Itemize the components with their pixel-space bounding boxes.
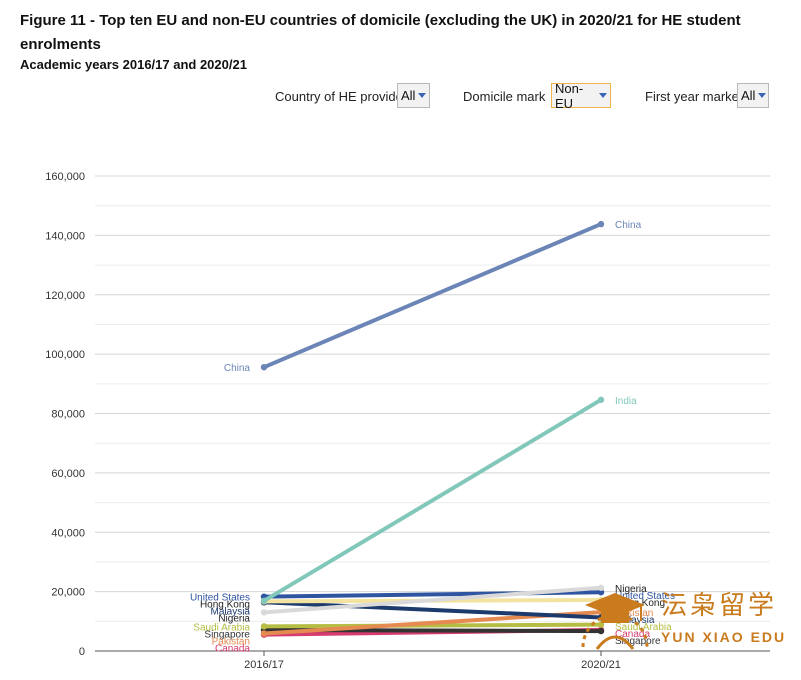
y-tick-label: 160,000 xyxy=(45,171,85,183)
watermark: 沄枭留学 YUN XIAO EDU xyxy=(575,585,795,655)
data-point-singapore[interactable] xyxy=(597,627,605,635)
filter-label-country-of-provider: Country of HE provider xyxy=(275,89,408,104)
data-point-saudi-arabia[interactable] xyxy=(260,623,268,630)
x-tick-label: 2020/21 xyxy=(581,659,621,671)
watermark-chinese-text: 沄枭留学 xyxy=(661,591,778,621)
y-axis: 0 20,000 40,000 60,000 80,000 100,000 120,000 1… xyxy=(45,171,85,658)
watermark-english-text: YUN XIAO EDU xyxy=(661,629,787,645)
series-end-label: United States xyxy=(615,591,675,602)
series-end-label: Canada xyxy=(215,643,250,654)
y-tick-label: 40,000 xyxy=(51,527,85,539)
series-line-india[interactable] xyxy=(262,397,603,603)
data-point-china[interactable] xyxy=(260,363,268,371)
filter-label-first-year-marker: First year marker xyxy=(645,89,744,104)
filter-value: All xyxy=(401,88,416,103)
filter-country-of-provider-select[interactable]: All xyxy=(397,83,430,108)
x-axis: 2016/17 2020/21 xyxy=(244,651,621,671)
data-point-nigeria[interactable] xyxy=(597,584,605,591)
series-end-label: Nigeria xyxy=(615,584,647,595)
chevron-down-icon xyxy=(758,93,767,98)
series-end-label: United States xyxy=(190,593,250,604)
series-end-label: Hong Kong xyxy=(200,600,250,611)
data-point-nigeria[interactable] xyxy=(260,609,268,616)
series-end-label: Saudi Arabia xyxy=(193,622,250,633)
filter-label-domicile-marker: Domicile marker xyxy=(463,89,545,104)
series-end-label: Singapore xyxy=(615,636,661,647)
series-line-china[interactable] xyxy=(262,222,603,370)
series-line-nigeria[interactable] xyxy=(262,585,603,615)
y-tick-label: 100,000 xyxy=(45,349,85,361)
chart-title: Figure 11 - Top ten EU and non-EU countr… xyxy=(20,12,741,53)
y-tick-label: 120,000 xyxy=(45,290,85,302)
series-end-label: Malaysia xyxy=(211,607,251,618)
data-point-india[interactable] xyxy=(597,396,605,404)
y-tick-label: 0 xyxy=(79,646,85,658)
x-tick-label: 2016/17 xyxy=(244,659,284,671)
chevron-down-icon xyxy=(599,93,607,98)
graduation-cap-logo-icon xyxy=(581,593,649,650)
y-tick-label: 20,000 xyxy=(51,587,85,599)
filter-first-year-marker-select[interactable]: All xyxy=(737,83,769,108)
data-point-pakistan[interactable] xyxy=(260,630,268,637)
series-end-label: Pakistan xyxy=(615,608,653,619)
filter-value: All xyxy=(741,88,756,103)
y-tick-label: 80,000 xyxy=(51,409,85,421)
y-tick-label: 140,000 xyxy=(45,230,85,242)
series-end-label: India xyxy=(615,396,637,407)
series-end-label: Malaysia xyxy=(615,615,655,626)
series-end-label: Singapore xyxy=(204,629,250,640)
series-lines[interactable] xyxy=(260,220,605,638)
series-end-label: China xyxy=(615,220,642,231)
series-end-label: Pakistan xyxy=(212,636,250,647)
series-china[interactable] xyxy=(260,220,605,371)
series-india[interactable] xyxy=(260,396,605,605)
series-end-label: Nigeria xyxy=(218,614,250,625)
series-end-label: Canada xyxy=(615,629,650,640)
data-point-china[interactable] xyxy=(597,220,605,228)
series-line-saudi-arabia[interactable] xyxy=(262,622,603,629)
series-end-label: Saudi Arabia xyxy=(615,622,672,633)
data-point-india[interactable] xyxy=(260,597,268,605)
filter-domicile-marker-select[interactable]: Non-EU xyxy=(551,80,611,111)
series-line-malaysia[interactable] xyxy=(262,600,603,620)
chevron-down-icon xyxy=(418,93,427,98)
series-nigeria[interactable] xyxy=(260,584,605,616)
data-point-united-states[interactable] xyxy=(597,589,605,596)
filter-value: Non-EU xyxy=(555,80,584,111)
series-end-label: China xyxy=(224,363,251,374)
chart-subtitle: Academic years 2016/17 and 2020/21 xyxy=(20,57,247,72)
y-tick-label: 60,000 xyxy=(51,468,85,480)
grid-lines xyxy=(95,175,770,652)
